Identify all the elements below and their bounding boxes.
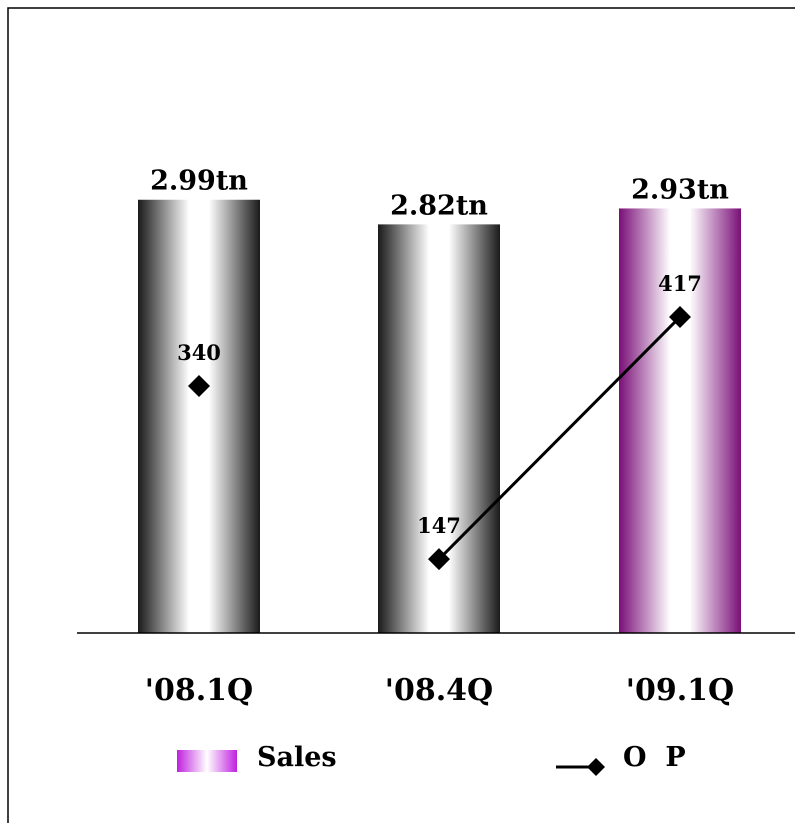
category-label: '08.4Q xyxy=(385,673,493,708)
sales-bar-3 xyxy=(619,208,741,633)
op-marker xyxy=(669,305,691,328)
legend-sales-swatch xyxy=(177,750,237,772)
op-value-label: 340 xyxy=(177,340,221,365)
legend-sales-label: Sales xyxy=(257,742,337,773)
category-label: '08.1Q xyxy=(145,673,253,708)
sales-value-label: 2.82tn xyxy=(390,190,488,221)
chart-border xyxy=(7,7,795,823)
category-label: '09.1Q xyxy=(626,673,734,708)
op-marker xyxy=(428,548,450,571)
sales-value-label: 2.99tn xyxy=(150,166,248,197)
data-labels: 2.99tn 2.82tn 2.93tn 340 147 417 xyxy=(150,166,729,538)
sales-bar-1 xyxy=(138,199,260,633)
legend: Sales O P xyxy=(177,742,686,776)
legend-op-label: O P xyxy=(623,742,686,773)
op-segment xyxy=(437,315,682,561)
op-marker xyxy=(188,375,210,398)
legend-op-marker xyxy=(587,758,605,776)
category-labels: '08.1Q '08.4Q '09.1Q xyxy=(145,673,734,708)
sales-value-label: 2.93tn xyxy=(631,174,729,205)
sales-bar-2 xyxy=(378,224,500,633)
op-line xyxy=(188,305,691,571)
op-value-label: 417 xyxy=(658,271,702,296)
op-value-label: 147 xyxy=(417,513,461,538)
